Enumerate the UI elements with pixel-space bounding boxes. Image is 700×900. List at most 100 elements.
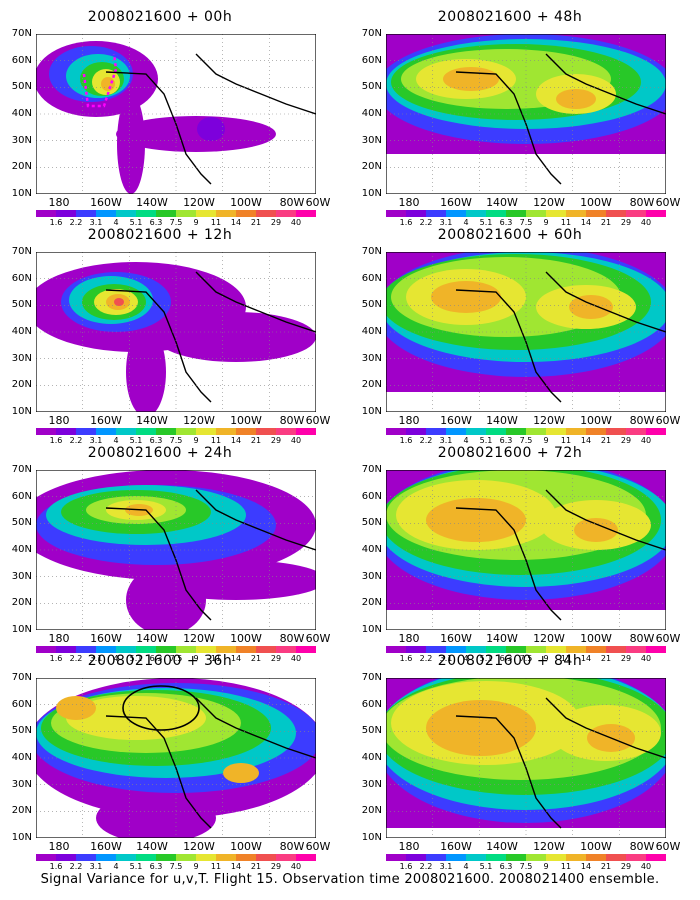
colorbar-level-label: 29 bbox=[270, 436, 282, 445]
colorbar-swatch bbox=[196, 854, 216, 861]
colorbar-swatch bbox=[196, 646, 216, 653]
lon-label: 140W bbox=[136, 632, 168, 645]
colorbar-swatch bbox=[626, 428, 646, 435]
colorbar-swatch bbox=[606, 210, 626, 217]
colorbar-level-label: 14 bbox=[230, 862, 242, 871]
lon-label: 100W bbox=[580, 632, 612, 645]
colorbar-level-label: 40 bbox=[290, 218, 302, 227]
lat-label: 70N bbox=[11, 672, 32, 683]
lat-label: 40N bbox=[11, 752, 32, 763]
lat-label: 60N bbox=[11, 273, 32, 284]
colorbar-level-label: 14 bbox=[230, 218, 242, 227]
colorbar-swatch bbox=[406, 428, 426, 435]
colorbar-swatch bbox=[216, 428, 236, 435]
colorbar-swatch bbox=[76, 428, 96, 435]
colorbar-level-label: 9 bbox=[193, 862, 199, 871]
lat-label: 30N bbox=[361, 779, 382, 790]
lat-label: 30N bbox=[361, 571, 382, 582]
colorbar-swatch bbox=[566, 210, 586, 217]
colorbar-swatch bbox=[76, 646, 96, 653]
colorbar-swatch bbox=[276, 210, 296, 217]
lon-label: 80W bbox=[629, 840, 655, 853]
colorbar-swatch bbox=[256, 428, 276, 435]
colorbar-swatch bbox=[216, 210, 236, 217]
colorbar-swatch bbox=[136, 854, 156, 861]
lat-label: 40N bbox=[361, 752, 382, 763]
colorbar-level-label: 1.6 bbox=[399, 862, 413, 871]
colorbar-level-label: 1.6 bbox=[399, 218, 413, 227]
colorbar bbox=[386, 428, 666, 435]
panel-title: 2008021600 + 72h bbox=[437, 445, 583, 461]
colorbar-level-label: 21 bbox=[250, 218, 262, 227]
lat-label: 70N bbox=[11, 28, 32, 39]
colorbar-level-label: 3.1 bbox=[89, 862, 103, 871]
colorbar-level-label: 4 bbox=[463, 862, 469, 871]
colorbar-level-label: 1.6 bbox=[49, 862, 63, 871]
colorbar-level-label: 29 bbox=[620, 436, 632, 445]
colorbar-swatch bbox=[236, 646, 256, 653]
colorbar-level-label: 9 bbox=[193, 654, 199, 663]
colorbar-swatch bbox=[36, 854, 56, 861]
colorbar-swatch bbox=[56, 428, 76, 435]
colorbar-swatch bbox=[96, 854, 116, 861]
panel-title: 2008021600 + 24h bbox=[87, 445, 233, 461]
colorbar-swatch bbox=[546, 854, 566, 861]
colorbar-level-label: 21 bbox=[250, 862, 262, 871]
lat-label: 10N bbox=[361, 832, 382, 843]
colorbar-level-label: 2.2 bbox=[69, 436, 83, 445]
lat-label: 10N bbox=[361, 624, 382, 635]
colorbar-level-label: 6.3 bbox=[149, 218, 163, 227]
lon-label: 80W bbox=[629, 414, 655, 427]
colorbar-level-label: 5.1 bbox=[129, 862, 143, 871]
colorbar-swatch bbox=[486, 428, 506, 435]
colorbar-level-label: 40 bbox=[640, 218, 652, 227]
lat-label: 30N bbox=[361, 353, 382, 364]
colorbar-swatch bbox=[606, 646, 626, 653]
colorbar-level-label: 1.6 bbox=[49, 218, 63, 227]
colorbar-swatch bbox=[586, 646, 606, 653]
colorbar-swatch bbox=[216, 854, 236, 861]
colorbar-swatch bbox=[296, 646, 316, 653]
colorbar-swatch bbox=[36, 428, 56, 435]
colorbar-swatch bbox=[546, 646, 566, 653]
panel-title: 2008021600 + 12h bbox=[87, 227, 233, 243]
variance-map bbox=[386, 252, 666, 412]
lon-label: 140W bbox=[486, 840, 518, 853]
colorbar-level-label: 4 bbox=[113, 436, 119, 445]
colorbar-swatch bbox=[296, 854, 316, 861]
colorbar-level-label: 5.1 bbox=[479, 654, 493, 663]
lon-label: 60W bbox=[655, 196, 681, 209]
colorbar-swatch bbox=[386, 646, 406, 653]
colorbar-level-label: 40 bbox=[640, 436, 652, 445]
colorbar-level-label: 7.5 bbox=[169, 862, 183, 871]
colorbar-level-label: 14 bbox=[230, 436, 242, 445]
colorbar-swatch bbox=[506, 854, 526, 861]
colorbar-level-label: 4 bbox=[463, 654, 469, 663]
lon-label: 160W bbox=[90, 196, 122, 209]
lat-label: 50N bbox=[361, 299, 382, 310]
lon-label: 140W bbox=[486, 196, 518, 209]
colorbar-swatch bbox=[626, 210, 646, 217]
colorbar-level-label: 2.2 bbox=[419, 654, 433, 663]
colorbar bbox=[36, 210, 316, 217]
colorbar-swatch bbox=[196, 210, 216, 217]
lon-label: 160W bbox=[90, 632, 122, 645]
lat-label: 50N bbox=[361, 725, 382, 736]
colorbar-level-label: 21 bbox=[600, 436, 612, 445]
colorbar-swatch bbox=[96, 646, 116, 653]
colorbar-swatch bbox=[296, 210, 316, 217]
map-panel-60h: 2008021600 + 60h 70N 60N 50N 40N 30N 20N… bbox=[350, 226, 681, 445]
colorbar-swatch bbox=[626, 854, 646, 861]
colorbar-swatch bbox=[116, 428, 136, 435]
panel-title: 2008021600 + 60h bbox=[437, 227, 583, 243]
colorbar-swatch bbox=[136, 428, 156, 435]
lon-label: 60W bbox=[305, 196, 331, 209]
lon-label: 180 bbox=[398, 196, 420, 209]
colorbar-level-label: 21 bbox=[600, 218, 612, 227]
colorbar-swatch bbox=[466, 854, 486, 861]
colorbar-level-label: 7.5 bbox=[519, 862, 533, 871]
colorbar-level-label: 5.1 bbox=[479, 218, 493, 227]
lon-label: 180 bbox=[398, 632, 420, 645]
colorbar-swatch bbox=[526, 646, 546, 653]
colorbar-level-label: 11 bbox=[210, 654, 222, 663]
